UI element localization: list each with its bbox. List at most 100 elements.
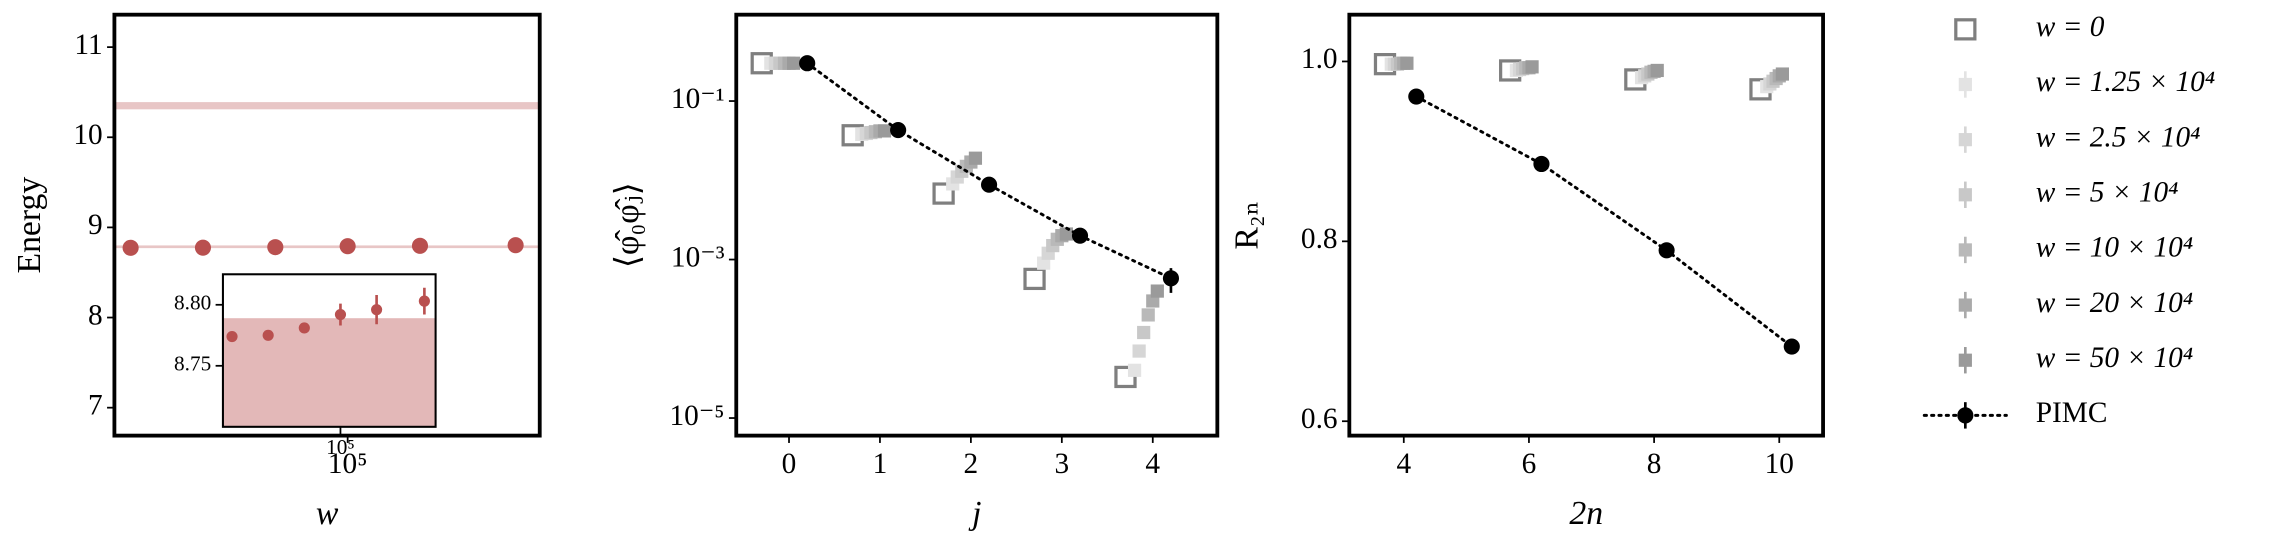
legend-label: PIMC [2036, 397, 2108, 429]
plot-area [114, 102, 540, 256]
plot-area [222, 287, 436, 427]
marker [1775, 67, 1789, 81]
y-tick-label: 11 [74, 29, 102, 61]
x-tick-label: 6 [1522, 448, 1537, 480]
x-tick-label: 8 [1647, 448, 1662, 480]
marker [1132, 344, 1146, 358]
marker [786, 56, 801, 70]
y-tick-label: 10⁻¹ [671, 83, 725, 115]
marker [1783, 338, 1800, 355]
x-tick-label: 10⁵ [326, 435, 355, 459]
y-tick-label: 8.80 [174, 291, 211, 315]
marker [1162, 270, 1180, 287]
marker [262, 329, 274, 341]
plot-area [1373, 53, 1800, 355]
marker [339, 238, 356, 255]
x-tick-label: 4 [1145, 448, 1160, 480]
y-tick-label: 1.0 [1301, 43, 1338, 75]
y-tick-label: 8.75 [174, 352, 211, 376]
marker [267, 239, 284, 256]
band [114, 102, 540, 110]
y-tick-label: 0.8 [1301, 223, 1338, 255]
y-axis-label: Energy [11, 177, 48, 274]
marker [194, 239, 212, 256]
x-tick-label: 10 [1765, 448, 1794, 480]
legend-label: w = 10 × 10⁴ [2036, 232, 2193, 264]
marker [1037, 256, 1051, 270]
x-axis-label: j [968, 495, 981, 532]
marker [1533, 155, 1550, 173]
marker [1400, 56, 1414, 70]
marker [1023, 267, 1046, 291]
marker [1658, 242, 1675, 259]
legend-label: w = 20 × 10⁴ [2036, 287, 2193, 319]
axes-frame [112, 12, 542, 438]
legend-label: w = 1.25 × 10⁴ [2036, 66, 2215, 98]
legend-marker [1958, 188, 1972, 202]
marker [890, 122, 907, 139]
plot-area [750, 52, 1180, 389]
marker [371, 304, 383, 316]
band [222, 318, 436, 427]
legend-label: w = 0 [2036, 11, 2105, 43]
marker [1071, 227, 1089, 244]
legend-marker [1958, 298, 1972, 312]
y-tick-label: 8 [88, 299, 103, 331]
x-tick-label: 3 [1054, 448, 1069, 480]
marker [1114, 365, 1137, 389]
marker [877, 124, 892, 138]
marker [334, 308, 347, 321]
marker [1141, 308, 1155, 322]
marker [1059, 227, 1073, 241]
y-tick-label: 7 [88, 389, 103, 421]
marker [981, 176, 998, 193]
marker [1408, 88, 1425, 105]
plot-background [736, 14, 1218, 436]
marker [411, 237, 429, 254]
marker [122, 239, 139, 256]
marker [1525, 60, 1539, 74]
legend-marker [1958, 243, 1972, 257]
legend-marker [1954, 18, 1977, 41]
marker [1650, 63, 1664, 78]
legend-marker [1958, 353, 1972, 367]
legend-label: w = 5 × 10⁴ [2036, 177, 2179, 209]
y-axis-label: ⟨φ̂₀φ̂ⱼ⟩ [609, 182, 646, 268]
y-tick-label: 0.6 [1301, 403, 1338, 435]
plot-background [1349, 14, 1824, 436]
legend-marker [1957, 407, 1974, 424]
y-tick-label: 9 [88, 209, 103, 241]
x-tick-label: 1 [873, 448, 888, 480]
y-tick-label: 10 [73, 119, 102, 151]
x-tick-label: 0 [782, 448, 797, 480]
y-tick-label: 10⁻⁵ [669, 400, 724, 432]
series-line [1414, 95, 1794, 349]
axes-frame [734, 12, 1220, 438]
axes-frame [1347, 12, 1825, 438]
x-tick-label: 10⁵ [328, 448, 368, 480]
marker [799, 55, 816, 72]
legend-marker [1958, 77, 1972, 92]
y-tick-label: 10⁻³ [671, 241, 725, 273]
marker [1137, 325, 1151, 340]
marker [932, 182, 955, 205]
axes-frame [221, 273, 437, 428]
marker [1146, 294, 1160, 308]
x-axis-label: 2n [1569, 495, 1603, 532]
legend-marker [1958, 133, 1972, 147]
marker [968, 151, 983, 165]
marker [418, 295, 430, 307]
marker [226, 330, 238, 343]
y-axis-label: R₂ₙ [1228, 201, 1265, 250]
legend-label: w = 2.5 × 10⁴ [2036, 121, 2201, 153]
marker [507, 237, 524, 254]
marker [1150, 284, 1164, 298]
x-tick-label: 2 [964, 448, 979, 480]
x-tick-label: 4 [1396, 448, 1411, 480]
x-axis-label: w [316, 495, 339, 532]
marker [298, 322, 310, 334]
marker [1127, 363, 1142, 377]
legend-label: w = 50 × 10⁴ [2036, 342, 2193, 374]
band [114, 245, 540, 249]
